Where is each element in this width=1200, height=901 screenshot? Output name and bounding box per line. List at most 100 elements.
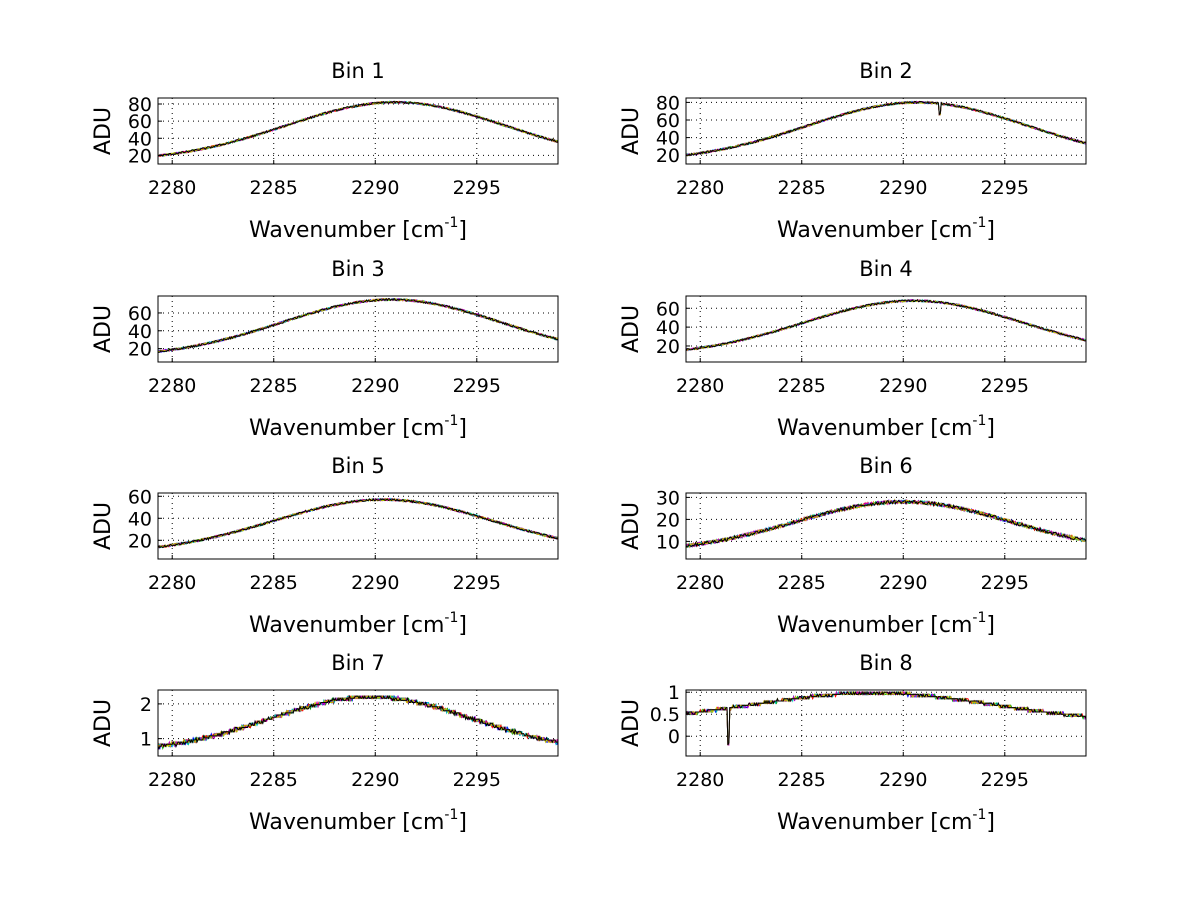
spectrum-line	[685, 100, 1087, 157]
spectrum-line	[157, 298, 559, 353]
y-axis-label: ADU	[619, 502, 644, 550]
y-axis-label: ADU	[619, 699, 644, 747]
spectrum-line	[157, 297, 558, 353]
x-tick-label: 2290	[351, 769, 399, 791]
x-tick-label: 2295	[981, 177, 1029, 199]
x-tick-label: 2290	[351, 177, 399, 199]
x-tick-label: 2290	[351, 375, 399, 397]
subplot-bin-8: Bin 8 2280 2285 2290 2295 00.51 ADU Wavenumber …	[619, 651, 1087, 835]
x-tick-label: 2295	[453, 572, 501, 594]
spectrum-line	[685, 100, 1087, 157]
spectrum-line	[157, 100, 559, 157]
spectrum-line	[685, 299, 1087, 351]
subplot-title: Bin 7	[331, 651, 385, 675]
y-tick-label: 40	[656, 128, 680, 150]
y-tick-label: 60	[128, 486, 152, 508]
spectrum-line	[157, 298, 559, 353]
spectrum-line	[157, 694, 558, 750]
axes-box	[685, 492, 1087, 560]
spectrum-line	[157, 297, 559, 353]
spectrum-line	[157, 100, 559, 157]
axes-box	[685, 689, 1087, 757]
axes-box	[685, 295, 1087, 363]
x-tick-label: 2295	[453, 177, 501, 199]
x-tick-label: 2295	[453, 375, 501, 397]
x-tick-label: 2290	[879, 375, 927, 397]
spectrum-line	[157, 695, 558, 748]
y-tick-label: 80	[656, 92, 680, 114]
x-tick-label: 2290	[879, 572, 927, 594]
y-tick-label: 20	[656, 336, 680, 358]
spectrum-line	[157, 100, 559, 157]
y-axis-label: ADU	[91, 305, 116, 353]
x-tick-label: 2280	[148, 177, 196, 199]
axes-box	[157, 492, 559, 560]
spectrum-line	[685, 299, 1087, 352]
y-tick-label: 20	[656, 509, 680, 531]
axes-box	[685, 97, 1087, 165]
x-tick-label: 2295	[981, 375, 1029, 397]
y-tick-label: 80	[128, 94, 152, 116]
x-tick-label: 2285	[778, 177, 826, 199]
spectrum-line	[686, 690, 1086, 746]
y-tick-label: 0	[668, 726, 680, 748]
subplot-title: Bin 8	[859, 651, 913, 675]
spectrum-line	[686, 690, 1087, 746]
spectrum-line	[685, 498, 1087, 548]
x-tick-label: 2285	[250, 177, 298, 199]
x-tick-label: 2295	[453, 769, 501, 791]
y-axis-label: ADU	[619, 107, 644, 155]
y-tick-label: 40	[656, 317, 680, 339]
x-tick-label: 2285	[778, 572, 826, 594]
x-tick-label: 2295	[981, 572, 1029, 594]
spectrum-line	[686, 499, 1087, 548]
y-axis-label: ADU	[91, 107, 116, 155]
subplot-title: Bin 6	[859, 454, 913, 478]
spectrum-line	[157, 100, 559, 157]
x-tick-label: 2290	[879, 769, 927, 791]
x-tick-label: 2285	[250, 769, 298, 791]
spectrum-line	[685, 299, 1087, 351]
x-tick-label: 2280	[676, 572, 724, 594]
spectrum-line	[685, 100, 1087, 156]
y-tick-label: 60	[128, 111, 152, 133]
y-tick-label: 60	[128, 303, 152, 325]
subplot-title: Bin 2	[859, 59, 913, 83]
spectrum-line	[686, 690, 1087, 746]
spectrum-line	[685, 690, 1087, 746]
y-tick-label: 2	[140, 694, 152, 716]
x-tick-label: 2280	[148, 572, 196, 594]
spectrum-line	[157, 100, 559, 157]
x-tick-label: 2285	[778, 769, 826, 791]
spectrum-line	[158, 298, 559, 353]
x-axis-label: Wavenumber [cm-1]	[249, 215, 467, 243]
y-tick-label: 20	[128, 530, 152, 552]
x-axis-label: Wavenumber [cm-1]	[777, 610, 995, 638]
spectrum-line	[157, 297, 559, 353]
spectrum-line	[157, 298, 559, 352]
subplot-bin-7: Bin 7 2280 2285 2290 2295 1 2 ADU Wavenumber [cm…	[91, 651, 559, 835]
spectrum-line	[685, 100, 1087, 157]
axes-box	[157, 97, 559, 165]
y-axis-label: ADU	[619, 305, 644, 353]
axes-box	[157, 689, 559, 757]
axes-box	[157, 295, 559, 363]
subplot-title: Bin 4	[859, 257, 913, 281]
y-tick-label: 0.5	[650, 704, 680, 726]
spectrum-line	[685, 100, 1087, 156]
spectrum-line	[685, 690, 1087, 746]
x-tick-label: 2280	[676, 375, 724, 397]
x-axis-label: Wavenumber [cm-1]	[249, 413, 467, 441]
x-tick-label: 2280	[676, 769, 724, 791]
x-tick-label: 2285	[778, 375, 826, 397]
y-tick-label: 20	[656, 145, 680, 167]
spectrum-line	[685, 298, 1087, 352]
x-tick-label: 2290	[351, 572, 399, 594]
spectrum-line	[685, 298, 1087, 352]
